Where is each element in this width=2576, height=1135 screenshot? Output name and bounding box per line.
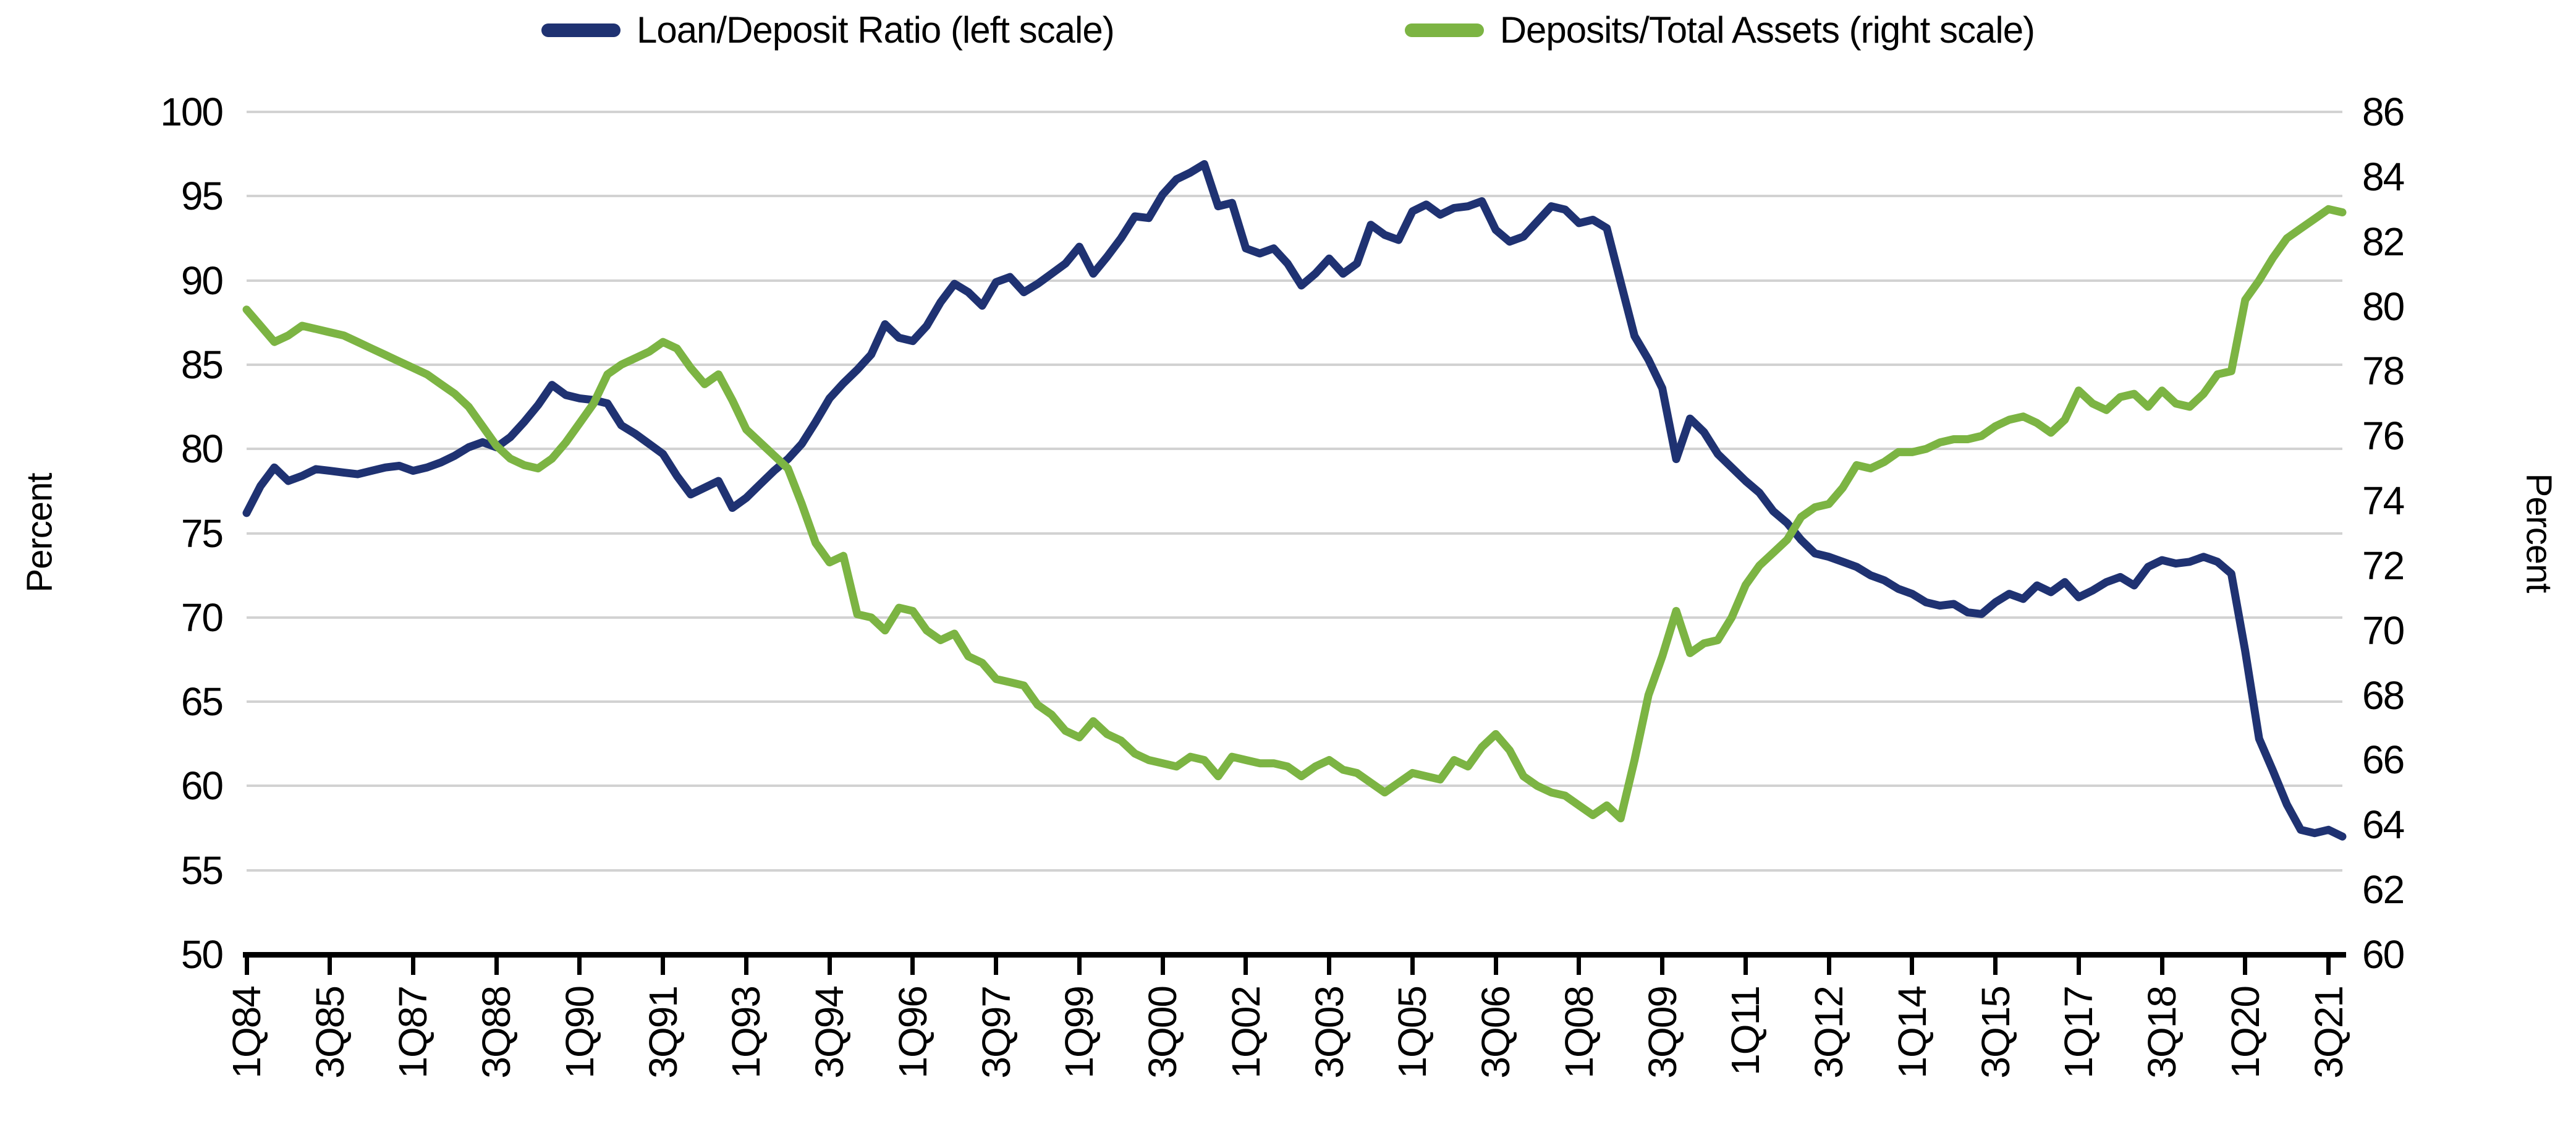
gridline — [247, 363, 2342, 366]
gridline — [247, 784, 2342, 788]
x-tickmark — [1410, 958, 1415, 975]
x-tickmark — [2243, 958, 2248, 975]
left-tick-label: 90 — [180, 258, 224, 303]
gridline — [247, 869, 2342, 872]
x-tick-label: 1Q14 — [1889, 987, 1934, 1079]
x-tickmark — [1327, 958, 1332, 975]
gridline — [247, 700, 2342, 704]
right-tick-label: 68 — [2362, 673, 2405, 718]
x-tickmark — [410, 958, 415, 975]
x-tickmark — [1160, 958, 1165, 975]
left-tick-label: 80 — [180, 427, 224, 472]
x-tick-label: 1Q17 — [2056, 987, 2101, 1079]
x-tickmark — [1244, 958, 1248, 975]
right-tick-label: 76 — [2362, 414, 2405, 459]
loan-deposit-line — [242, 160, 2347, 841]
right-tick-label: 82 — [2362, 219, 2405, 264]
x-axis-line — [243, 952, 2346, 958]
x-tickmark — [827, 958, 832, 975]
x-tickmark — [328, 958, 333, 975]
x-tickmark — [2076, 958, 2081, 975]
x-tick-label: 3Q06 — [1473, 987, 1519, 1079]
right-tick-label: 66 — [2362, 738, 2405, 783]
x-tickmark — [577, 958, 582, 975]
left-tick-label: 65 — [180, 679, 224, 725]
x-tick-label: 1Q02 — [1223, 987, 1268, 1079]
x-tickmark — [244, 958, 249, 975]
left-tick-label: 85 — [180, 342, 224, 387]
x-tickmark — [1826, 958, 1831, 975]
legend-label-deposits-assets: Deposits/Total Assets (right scale) — [1499, 9, 2035, 51]
x-tick-label: 3Q85 — [307, 987, 352, 1079]
x-tickmark — [1910, 958, 1915, 975]
x-tick-label: 3Q00 — [1140, 987, 1185, 1079]
x-tick-label: 3Q21 — [2306, 987, 2351, 1079]
x-tickmark — [494, 958, 499, 975]
x-tick-label: 3Q18 — [2140, 987, 2185, 1079]
x-tickmark — [2326, 958, 2331, 975]
x-tickmark — [744, 958, 748, 975]
gridline — [247, 532, 2342, 535]
left-tick-label: 55 — [180, 848, 224, 893]
x-tick-label: 1Q11 — [1723, 987, 1768, 1076]
x-tick-label: 3Q09 — [1640, 987, 1685, 1079]
x-tickmark — [1743, 958, 1748, 975]
legend: Loan/Deposit Ratio (left scale) Deposits… — [0, 9, 2576, 51]
gridline — [247, 195, 2342, 198]
x-tick-label: 3Q03 — [1307, 987, 1352, 1079]
x-tickmark — [2159, 958, 2164, 975]
x-tickmark — [1577, 958, 1582, 975]
x-tickmark — [1660, 958, 1665, 975]
left-tick-label: 60 — [180, 763, 224, 809]
x-tick-label: 3Q88 — [474, 987, 519, 1079]
right-tick-label: 62 — [2362, 867, 2405, 912]
x-tickmark — [994, 958, 999, 975]
right-tick-label: 86 — [2362, 90, 2405, 134]
right-tick-label: 78 — [2362, 349, 2405, 394]
legend-label-loan-deposit: Loan/Deposit Ratio (left scale) — [636, 9, 1115, 51]
x-tick-label: 3Q91 — [640, 987, 685, 1079]
right-tick-label: 84 — [2362, 154, 2405, 199]
x-tick-label: 1Q84 — [224, 987, 269, 1079]
gridline — [247, 111, 2342, 113]
x-tick-label: 3Q94 — [807, 987, 852, 1079]
x-tickmark — [661, 958, 666, 975]
x-tick-label: 1Q08 — [1556, 987, 1601, 1079]
gridline — [247, 448, 2342, 451]
right-tick-label: 70 — [2362, 608, 2405, 653]
deposits-assets-swatch-icon — [1404, 23, 1484, 37]
x-tick-label: 1Q96 — [890, 987, 935, 1079]
left-tick-label: 95 — [180, 174, 224, 219]
right-tick-label: 72 — [2362, 543, 2405, 588]
right-tick-label: 74 — [2362, 478, 2405, 524]
left-tick-label: 75 — [180, 511, 224, 556]
x-tick-label: 1Q05 — [1390, 987, 1435, 1079]
left-tick-label: 100 — [160, 90, 224, 134]
x-tick-label: 1Q90 — [557, 987, 602, 1079]
right-tick-label: 80 — [2362, 284, 2405, 329]
x-tickmark — [1993, 958, 1998, 975]
gridline — [247, 616, 2342, 619]
x-tickmark — [910, 958, 915, 975]
loan-deposit-swatch-icon — [541, 23, 621, 37]
x-tickmark — [1493, 958, 1498, 975]
x-tick-label: 3Q97 — [973, 987, 1019, 1079]
left-tick-label: 50 — [180, 932, 224, 977]
right-tick-label: 64 — [2362, 802, 2405, 848]
x-tick-label: 1Q99 — [1057, 987, 1102, 1079]
deposits-assets-line — [242, 205, 2347, 823]
x-tick-label: 3Q15 — [1973, 987, 2018, 1079]
legend-item-deposits-assets: Deposits/Total Assets (right scale) — [1404, 9, 2035, 51]
legend-item-loan-deposit: Loan/Deposit Ratio (left scale) — [541, 9, 1115, 51]
right-tick-label: 60 — [2362, 932, 2405, 977]
x-tick-label: 3Q12 — [1807, 987, 1852, 1079]
left-tick-label: 70 — [180, 595, 224, 640]
x-tick-label: 1Q93 — [724, 987, 769, 1079]
x-tick-label: 1Q87 — [391, 987, 436, 1079]
x-tickmark — [1077, 958, 1082, 975]
x-tick-label: 1Q20 — [2222, 987, 2268, 1079]
